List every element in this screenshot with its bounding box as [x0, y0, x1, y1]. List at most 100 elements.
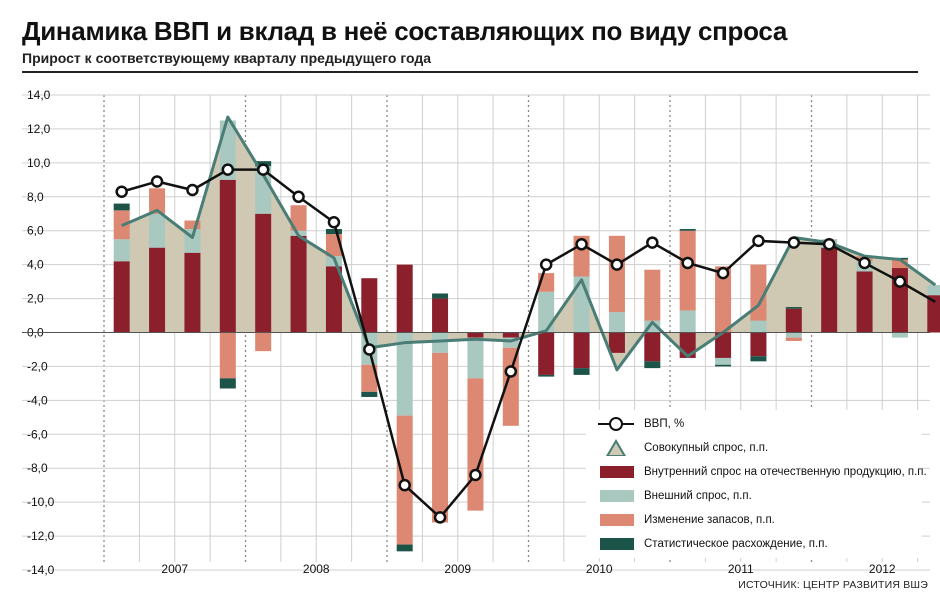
bars — [113, 120, 940, 552]
chart-legend: ВВП, % Совокупный спрос, п.п. Внутренний… — [586, 410, 927, 558]
gdp-point — [504, 365, 518, 378]
domestic-bar — [644, 332, 661, 362]
gdp-point — [893, 275, 907, 288]
x-axis-labels: 2007 2008 2009 2010 2011 2012 — [161, 562, 896, 576]
gdp-point — [256, 163, 270, 176]
discrepancy-swatch-icon — [594, 534, 638, 554]
discrepancy-bar — [750, 356, 767, 362]
year-label: 2008 — [303, 562, 330, 576]
domestic-bar — [325, 266, 342, 333]
y-tick-label: 6,0 — [27, 224, 44, 238]
gdp-point — [539, 258, 553, 271]
domestic-bar — [113, 261, 130, 333]
gdp-point — [469, 468, 482, 482]
year-label: 2009 — [444, 562, 471, 576]
gdp-point — [575, 238, 588, 251]
discrepancy-bar — [113, 203, 130, 211]
legend-label-domestic: Внутренний спрос на отечественную продук… — [644, 466, 927, 478]
inventory-bar — [219, 332, 236, 379]
discrepancy-bar — [715, 364, 732, 367]
domestic-bar — [856, 271, 873, 333]
y-tick-label: 2,0 — [27, 292, 44, 306]
legend-label-inventory: Изменение запасов, п.п. — [644, 514, 775, 526]
domestic-bar — [538, 332, 555, 375]
y-tick-label: -10,0 — [27, 495, 55, 509]
domestic-bar — [715, 332, 732, 358]
domestic-bar — [502, 332, 519, 338]
domestic-bar — [785, 308, 802, 333]
inventory-bar — [679, 230, 696, 311]
external-bar — [679, 310, 696, 333]
external-bar — [396, 332, 413, 416]
discrepancy-bar — [432, 293, 449, 299]
inventory-bar — [184, 220, 201, 230]
source-note: ИСТОЧНИК: ЦЕНТР РАЗВИТИЯ ВШЭ — [738, 579, 928, 591]
domestic-bar — [184, 252, 201, 333]
gdp-point — [646, 236, 659, 249]
legend-label-aggregate: Совокупный спрос, п.п. — [644, 442, 769, 454]
inventory-bar — [290, 205, 307, 231]
discrepancy-bar — [679, 229, 696, 231]
legend-item-inventory: Изменение запасов, п.п. — [594, 510, 775, 530]
discrepancy-bar — [219, 378, 236, 389]
external-bar — [467, 337, 484, 379]
gdp-point — [186, 183, 199, 197]
year-label: 2011 — [728, 562, 754, 576]
inventory-bar — [255, 332, 272, 352]
discrepancy-bar — [644, 361, 661, 369]
discrepancy-bar — [538, 374, 555, 377]
year-label: 2010 — [586, 562, 613, 576]
domestic-bar — [149, 247, 166, 333]
legend-item-discrepancy: Статистическое расхождение, п.п. — [594, 534, 828, 554]
y-tick-label: 8,0 — [27, 190, 44, 204]
inventory-bar — [715, 266, 732, 333]
domestic-bar — [608, 332, 625, 353]
external-bar — [255, 166, 272, 214]
gdp-point — [221, 163, 235, 176]
external-bar — [644, 320, 661, 333]
gdp-point — [292, 190, 305, 204]
domestic-bar — [821, 247, 838, 333]
inventory-bar — [891, 259, 908, 269]
gdp-point — [752, 234, 765, 248]
y-tick-label: 4,0 — [27, 258, 44, 272]
gdp-point — [115, 185, 128, 198]
aggregate-demand-line — [121, 115, 937, 372]
external-bar — [538, 291, 555, 333]
external-bar — [927, 285, 940, 296]
gdp-point — [716, 266, 730, 280]
year-label: 2007 — [161, 562, 188, 576]
title-rule — [22, 71, 918, 73]
external-bar — [891, 332, 908, 338]
domestic-bar — [255, 213, 272, 333]
gdp-line-icon — [594, 414, 638, 434]
inventory-bar — [361, 364, 378, 392]
discrepancy-bar — [785, 307, 802, 309]
triangle-area-icon — [594, 438, 638, 458]
chart-subtitle: Прирост к соответствующему кварталу пред… — [22, 50, 432, 66]
gdp-point — [327, 215, 341, 229]
gdp-point — [150, 175, 164, 188]
y-tick-label: 10,0 — [27, 156, 51, 170]
inventory-bar — [149, 188, 166, 214]
gdp-point — [787, 236, 801, 249]
aggregate-demand-area — [121, 117, 936, 370]
y-tick-label: 14,0 — [27, 88, 51, 102]
chart-title: Динамика ВВП и вклад в неё составляющих … — [22, 16, 788, 46]
external-bar — [715, 357, 732, 365]
external-bar — [750, 320, 767, 333]
inventory-bar — [785, 337, 802, 341]
discrepancy-bar — [396, 544, 413, 552]
domestic-bar — [219, 179, 236, 333]
domestic-bar — [432, 298, 449, 333]
discrepancy-bar — [325, 229, 342, 235]
gdp-point — [681, 256, 694, 270]
gdp-points — [115, 163, 907, 524]
domestic-bar — [927, 295, 940, 333]
inventory-bar — [432, 352, 449, 523]
gdp-point — [433, 511, 447, 524]
external-bar — [149, 213, 166, 248]
gdp-point — [858, 256, 871, 270]
legend-label-gdp: ВВП, % — [644, 418, 685, 430]
gdp-point — [398, 478, 411, 492]
